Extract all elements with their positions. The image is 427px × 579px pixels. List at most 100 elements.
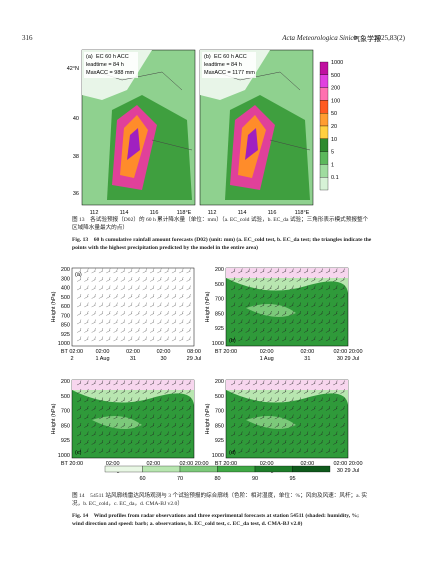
wind-barb: [157, 285, 162, 291]
wind-barb: [274, 439, 279, 445]
wind-barb: [142, 431, 147, 437]
colorbar-segment: [217, 465, 256, 473]
wind-barb: [296, 388, 301, 394]
wind-barb: [245, 319, 250, 325]
wind-barb: [120, 405, 125, 411]
wind-barb: [142, 422, 147, 428]
wind-barb: [76, 439, 82, 445]
x-time: 02:00: [300, 461, 314, 467]
wind-barb: [252, 319, 258, 325]
wind-barb: [252, 336, 258, 342]
wind-barb: [106, 380, 111, 386]
wind-barb: [179, 319, 184, 325]
wind-barb: [245, 431, 250, 437]
colorbar-label: 100: [331, 98, 340, 104]
wind-barb: [135, 319, 140, 325]
wind-barb: [296, 336, 301, 342]
wind-barb: [164, 414, 169, 420]
wind-barb: [296, 285, 301, 291]
wind-barb: [325, 422, 331, 428]
wind-barb: [91, 405, 96, 411]
map-rain-peak: [127, 128, 140, 160]
wind-barb: [164, 422, 169, 428]
wind-barb: [230, 388, 236, 394]
wind-barb: [333, 431, 338, 437]
wind-barb: [245, 405, 250, 411]
wind-barb: [267, 276, 272, 282]
wind-barb: [260, 422, 265, 428]
wind-barb: [245, 336, 250, 342]
wind-barb: [135, 388, 140, 394]
wind-barb: [267, 293, 272, 299]
wind-barb: [142, 293, 147, 299]
wind-barb: [311, 319, 316, 325]
wind-barb: [238, 405, 243, 411]
y-label: 700: [215, 297, 224, 303]
profile-panel: (c) 200 500 700 850 925 1000 Height (hPa) BT 20:…: [51, 379, 209, 474]
wind-barb: [267, 327, 272, 333]
wind-barb: [76, 431, 82, 437]
wind-barb: [296, 380, 301, 386]
wind-barb: [106, 276, 111, 282]
wind-barb: [186, 397, 191, 403]
colorbar-segment: [319, 61, 329, 75]
panel-legend-box: [84, 52, 138, 78]
x-date: 30 29 Jul: [337, 356, 359, 362]
wind-barb: [340, 276, 345, 282]
wind-barb: [135, 276, 140, 282]
wind-barb: [113, 327, 118, 333]
wind-barb: [128, 448, 133, 454]
wind-barb: [149, 319, 155, 325]
wind-barb: [84, 310, 89, 316]
wind-barb: [135, 405, 140, 411]
wind-barb: [179, 439, 184, 445]
wind-barb: [303, 319, 309, 325]
wind-barb: [245, 285, 250, 291]
wind-barb: [252, 276, 258, 282]
colorbar-segment: [319, 87, 329, 101]
wind-barb: [113, 439, 118, 445]
wind-barb: [91, 293, 96, 299]
wind-barb: [164, 327, 169, 333]
wind-barb: [267, 336, 272, 342]
wind-barb: [311, 285, 316, 291]
wind-barb: [274, 276, 279, 282]
wind-barb: [333, 310, 338, 316]
wind-barb: [128, 380, 133, 386]
wind-barb: [289, 431, 294, 437]
wind-barb: [333, 439, 338, 445]
wind-barb: [303, 302, 309, 308]
x-date: 31: [130, 356, 136, 362]
wind-barb: [171, 336, 177, 342]
wind-barb: [245, 388, 250, 394]
wind-barb: [274, 431, 279, 437]
wind-barb: [296, 276, 301, 282]
y-label: 1000: [58, 341, 70, 347]
wind-barb: [179, 388, 184, 394]
wind-barb: [149, 405, 155, 411]
wind-barb: [98, 414, 104, 420]
wind-barb: [296, 397, 301, 403]
wind-barb: [120, 380, 125, 386]
wind-barb: [91, 422, 96, 428]
wind-barb: [289, 422, 294, 428]
wind-barb: [186, 268, 191, 274]
wind-barb: [91, 302, 96, 308]
humid-mid: [246, 304, 296, 317]
wind-barb: [282, 388, 287, 394]
colorbar-segment: [104, 465, 143, 473]
wind-barb: [274, 336, 279, 342]
wind-barb: [171, 310, 177, 316]
wind-barb: [98, 285, 104, 291]
wind-barb: [230, 276, 236, 282]
wind-barb: [318, 293, 323, 299]
wind-barb: [282, 431, 287, 437]
wind-barb: [84, 336, 89, 342]
colorbar-label: 500: [331, 73, 340, 79]
wind-barb: [296, 422, 301, 428]
wind-barb: [289, 310, 294, 316]
wind-barb: [113, 319, 118, 325]
wind-barb: [260, 327, 265, 333]
wind-barb: [267, 268, 272, 274]
